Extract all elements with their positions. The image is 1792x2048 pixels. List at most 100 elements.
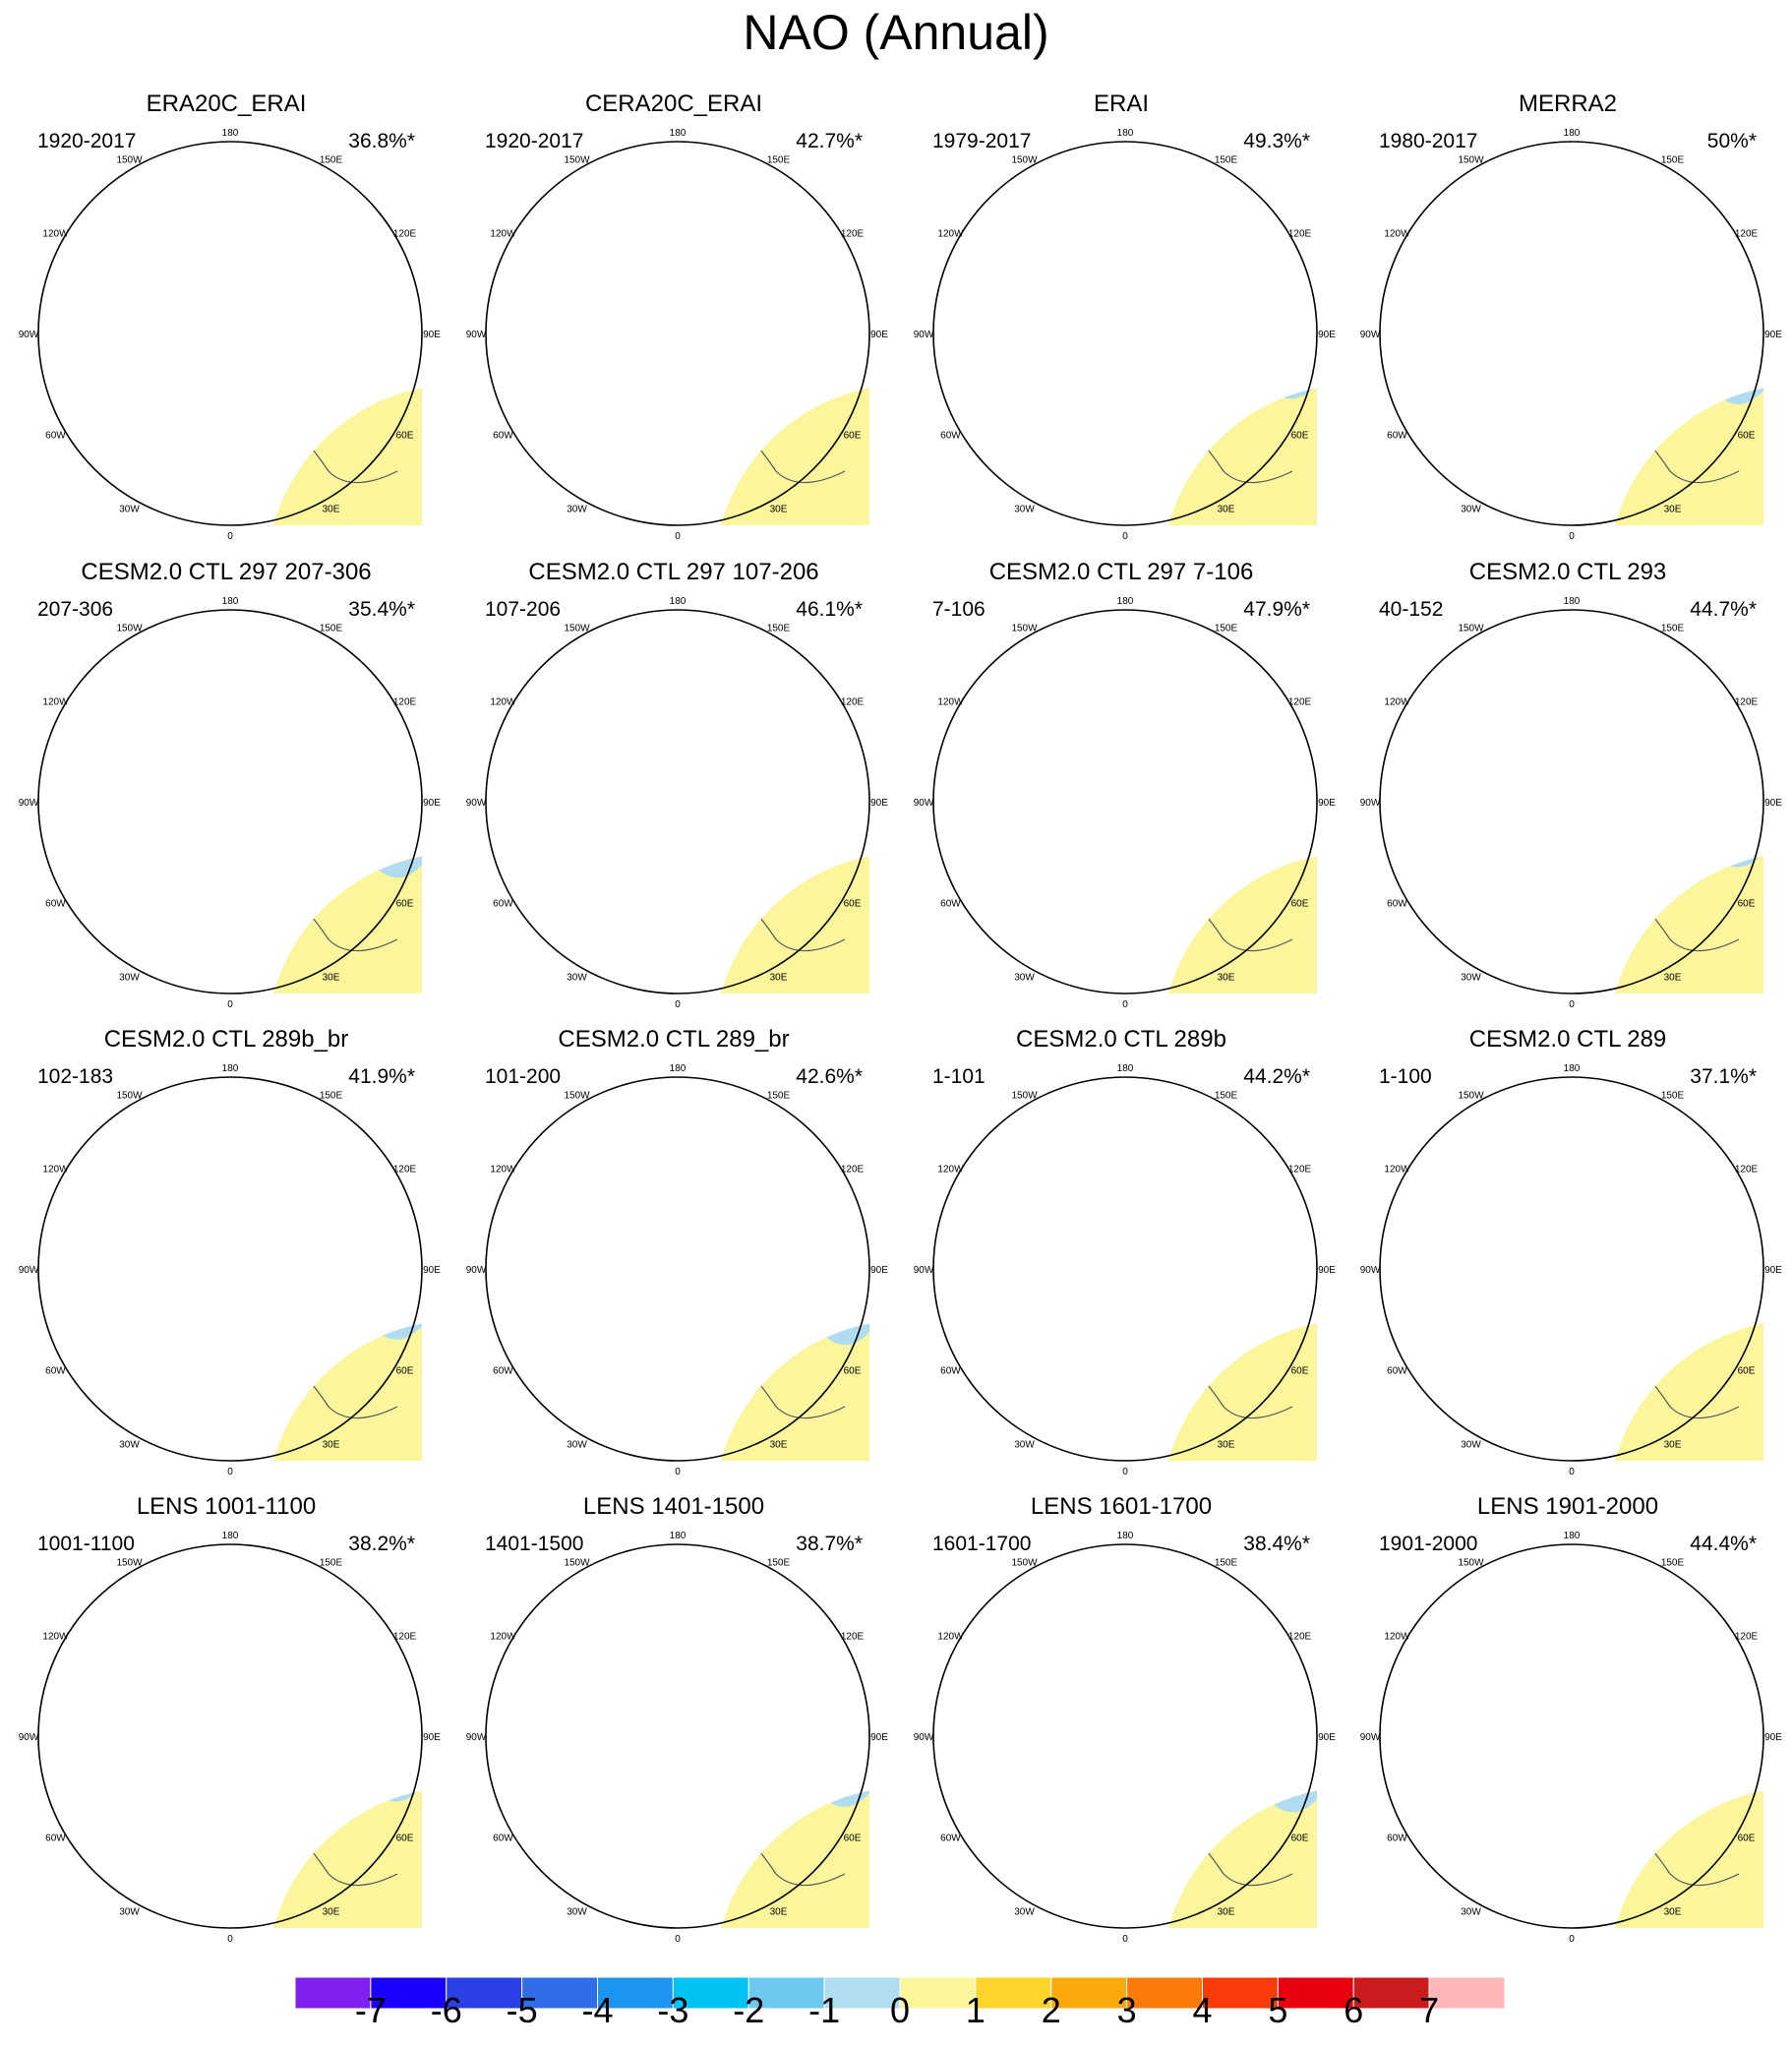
lon-label: 90E — [423, 330, 441, 340]
lon-label: 120W — [937, 1165, 964, 1175]
lon-label: 120E — [1288, 697, 1312, 708]
lon-label: 150E — [1215, 1090, 1238, 1101]
lon-label: 0 — [675, 531, 681, 542]
lon-label: 90E — [1318, 798, 1336, 809]
polar-map: 180 150E 120E 90E 60E 30E 0 30W 60W 90W 120W 150W — [1360, 596, 1783, 1010]
panel-period: 40-152 — [1379, 598, 1444, 621]
polar-map: 180 150E 120E 90E 60E 30E 0 30W 60W 90W 120W 150W — [914, 1531, 1337, 1945]
lon-label: 60W — [940, 1366, 961, 1377]
lon-label: 120E — [1735, 1165, 1759, 1175]
panel-title: CESM2.0 CTL 289 — [1468, 1026, 1667, 1053]
lon-label: 0 — [227, 531, 233, 542]
colorbar-tick-label: -1 — [808, 1990, 841, 2030]
lon-label: 30E — [1664, 1440, 1682, 1451]
lon-label: 120W — [937, 697, 964, 708]
map-border — [1379, 141, 1764, 526]
lon-label: 150W — [1458, 154, 1484, 165]
lon-label: 150E — [767, 623, 791, 633]
lon-label: 90W — [466, 798, 487, 809]
colorbar-tick-label: 3 — [1116, 1990, 1137, 2030]
panel-period: 1-101 — [932, 1065, 986, 1088]
lon-label: 60W — [940, 899, 961, 910]
map-border — [1379, 609, 1764, 994]
lon-label: 90W — [1360, 1732, 1381, 1743]
lon-label: 30E — [1664, 973, 1682, 984]
lon-label: 0 — [227, 1467, 233, 1477]
lon-label: 120E — [841, 1165, 865, 1175]
lon-label: 150W — [1011, 1090, 1038, 1101]
colorbar-tick-label: 0 — [889, 1990, 911, 2030]
colorbar-tick-label: 5 — [1268, 1990, 1288, 2030]
lon-label: 120W — [42, 1632, 69, 1643]
map-border — [37, 609, 423, 994]
lon-label: 60E — [844, 431, 862, 442]
panel-variance: 38.7%* — [796, 1533, 863, 1555]
lon-label: 90E — [1764, 798, 1782, 809]
lon-label: 30W — [1014, 973, 1035, 984]
colorbar-tick-label: 6 — [1344, 1990, 1364, 2030]
polar-map: 180 150E 120E 90E 60E 30E 0 30W 60W 90W 120W 150W — [914, 1063, 1337, 1477]
lon-label: 30E — [323, 973, 340, 984]
lon-label: 30W — [119, 973, 140, 984]
panel-title: MERRA2 — [1518, 90, 1618, 117]
colorbar-swatch — [823, 1976, 901, 2010]
lon-label: 180 — [1117, 1063, 1134, 1074]
lon-label: 60W — [45, 431, 66, 442]
lon-label: 120E — [1735, 697, 1759, 708]
lon-label: 180 — [670, 596, 687, 607]
lon-label: 150W — [116, 1090, 143, 1101]
map-panel: CESM2.0 CTL 289_br 101-200 42.6%* 180 150E 12… — [449, 1026, 898, 1496]
colorbar-swatch — [1428, 1976, 1506, 2010]
colorbar-tick-label: 1 — [965, 1990, 986, 2030]
lon-label: 0 — [675, 1934, 681, 1945]
panel-title: CESM2.0 CTL 297 207-306 — [81, 559, 372, 585]
lon-label: 30W — [567, 1440, 587, 1451]
lon-label: 120E — [393, 697, 417, 708]
lon-label: 90W — [1360, 1265, 1381, 1276]
colorbar-swatch — [446, 1976, 523, 2010]
panel-variance: 38.4%* — [1243, 1533, 1310, 1555]
lon-label: 120W — [1384, 1632, 1410, 1643]
colorbar-swatch — [747, 1976, 825, 2010]
lon-label: 60W — [45, 1366, 66, 1377]
lon-label: 60E — [844, 1834, 862, 1844]
map-border — [485, 141, 870, 526]
lon-label: 60W — [493, 431, 513, 442]
lon-label: 60W — [493, 1366, 513, 1377]
lon-label: 120W — [1384, 1165, 1410, 1175]
figure-title: NAO (Annual) — [743, 5, 1049, 60]
lon-label: 90W — [1360, 798, 1381, 809]
map-panel: CESM2.0 CTL 297 107-206 107-206 46.1%* 180 1… — [449, 559, 898, 1029]
lon-label: 60E — [1738, 899, 1756, 910]
colorbar-swatch — [1050, 1976, 1128, 2010]
panel-period: 107-206 — [485, 598, 562, 621]
lon-label: 60E — [1291, 1366, 1309, 1377]
lon-label: 60E — [396, 1366, 414, 1377]
lon-label: 30E — [1218, 1440, 1235, 1451]
lon-label: 0 — [227, 1934, 233, 1945]
lon-label: 150W — [1011, 154, 1038, 165]
lon-label: 30W — [119, 1907, 140, 1918]
map-border — [37, 1543, 423, 1929]
lon-label: 120E — [1288, 1632, 1312, 1643]
lon-label: 120W — [490, 1165, 516, 1175]
colorbar-tick-label: -5 — [506, 1990, 538, 2030]
panel-title: LENS 1401-1500 — [582, 1493, 765, 1520]
lon-label: 0 — [1569, 1934, 1575, 1945]
lon-label: 150E — [320, 623, 343, 633]
lon-label: 30W — [1461, 973, 1481, 984]
lon-label: 120W — [490, 229, 516, 240]
lon-label: 90E — [423, 798, 441, 809]
lon-label: 180 — [1564, 596, 1581, 607]
panel-title: CESM2.0 CTL 297 7-106 — [988, 559, 1254, 585]
panel-period: 1-100 — [1379, 1065, 1432, 1088]
panel-period: 102-183 — [37, 1065, 114, 1088]
lon-label: 120E — [393, 1165, 417, 1175]
lon-label: 180 — [222, 596, 239, 607]
lon-label: 60E — [1738, 1834, 1756, 1844]
lon-label: 120W — [490, 1632, 516, 1643]
lon-label: 120E — [1735, 1632, 1759, 1643]
lon-label: 90E — [1764, 1732, 1782, 1743]
panel-variance: 46.1%* — [796, 598, 863, 621]
lon-label: 30W — [119, 505, 140, 515]
